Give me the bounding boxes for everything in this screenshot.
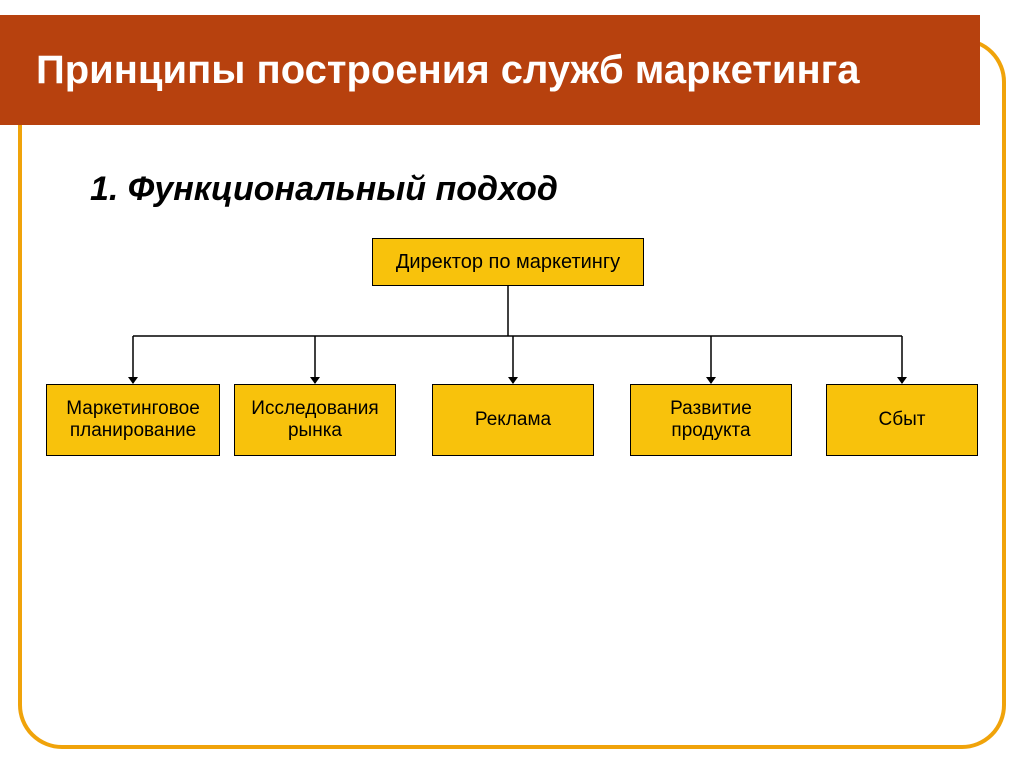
- org-root-node: Директор по маркетингу: [372, 238, 644, 286]
- org-child-label: Маркетинговое планирование: [51, 398, 215, 442]
- slide-subtitle: 1. Функциональный подход: [90, 170, 558, 209]
- org-child-label: Исследования рынка: [239, 398, 391, 442]
- org-child-node: Реклама: [432, 384, 594, 456]
- org-child-node: Развитие продукта: [630, 384, 792, 456]
- slide-title: Принципы построения служб маркетинга: [36, 47, 860, 93]
- org-child-label: Реклама: [475, 409, 551, 431]
- org-child-label: Развитие продукта: [635, 398, 787, 442]
- org-child-node: Сбыт: [826, 384, 978, 456]
- org-root-label: Директор по маркетингу: [396, 251, 620, 274]
- title-bar: Принципы построения служб маркетинга: [0, 15, 980, 125]
- org-child-node: Маркетинговое планирование: [46, 384, 220, 456]
- org-child-node: Исследования рынка: [234, 384, 396, 456]
- org-child-label: Сбыт: [879, 409, 926, 431]
